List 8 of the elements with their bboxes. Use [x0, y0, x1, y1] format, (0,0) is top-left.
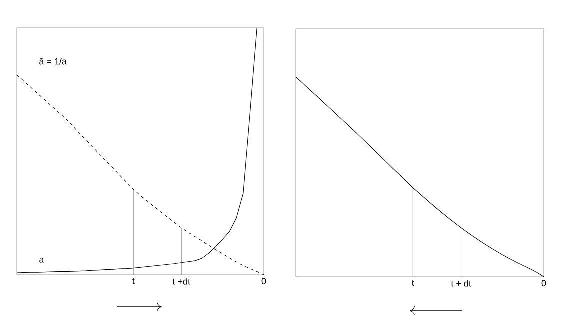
x-tick-label: t +dt — [172, 278, 190, 285]
series-label: a — [40, 258, 44, 263]
text: ā = 1/a — [40, 58, 67, 65]
x-tick-label: 0 — [542, 280, 546, 287]
x-tick-label: 0 — [262, 278, 266, 285]
x-tick-label: t + dt — [451, 280, 472, 287]
x-tick-label: t — [132, 278, 135, 284]
x-tick-label: t — [412, 280, 414, 286]
